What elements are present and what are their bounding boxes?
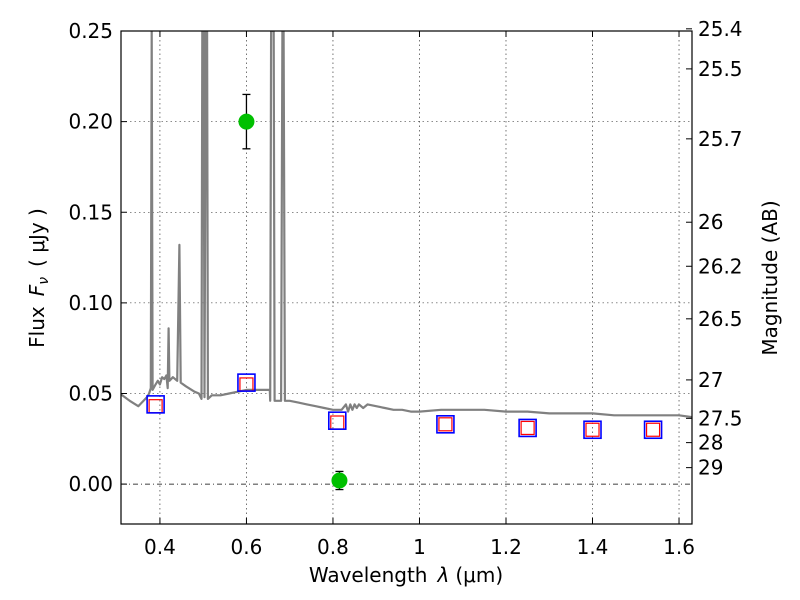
y-axis-label: Flux Fν ( μJy ) xyxy=(25,208,52,348)
model-photometry-marker xyxy=(438,417,453,432)
y2-tick-label: 25.5 xyxy=(698,57,743,81)
observed-box-marker xyxy=(436,415,455,434)
y-tick-label: 0.20 xyxy=(68,110,113,134)
x-axis-label: Wavelength λ (μm) xyxy=(309,563,503,587)
x-axis-label-symbol: λ xyxy=(437,563,450,587)
y2-tick-label: 25.7 xyxy=(698,127,743,151)
y-axis-label-subscript: ν xyxy=(36,277,52,285)
x-tick-label: 1.6 xyxy=(663,535,695,559)
model-photometry-marker xyxy=(520,420,535,436)
model-photometry-marker xyxy=(585,422,600,437)
x-axis-label-unit: (μm) xyxy=(455,563,503,587)
plot-frame xyxy=(120,30,693,525)
x-tick-label: 1 xyxy=(413,535,426,559)
x-tick-label: 0.8 xyxy=(317,535,349,559)
y2-tick-label: 26.5 xyxy=(698,307,743,331)
y-axis-label-group: Flux Fν ( μJy ) xyxy=(25,208,52,348)
y2-axis-label: Magnitude (AB) xyxy=(758,200,782,355)
y2-tick-label: 26.2 xyxy=(698,254,743,278)
y-tick-label: 0.10 xyxy=(68,291,113,315)
observed-flux-point xyxy=(238,113,255,130)
y-tick-label: 0.05 xyxy=(68,382,113,406)
x-tick-label: 1.2 xyxy=(490,535,522,559)
y2-tick-label: 25.4 xyxy=(698,17,743,41)
sed-model-line xyxy=(121,31,692,419)
y2-tick-label: 26 xyxy=(698,210,723,234)
axes-layer: 0.4 0.6 0.8 1 1.2 1.4 1.6 0.00 0.05 0.10 0.15 0.20 0… xyxy=(68,17,742,559)
y-axis-label-text: Flux xyxy=(25,306,49,348)
series-layer xyxy=(121,31,692,491)
y2-axis-label-group: Magnitude (AB) xyxy=(758,200,782,355)
model-photometry-marker xyxy=(148,399,163,414)
x-tick-label: 0.4 xyxy=(144,535,176,559)
y2-tick-label: 29 xyxy=(698,456,723,480)
y2-tick-label: 27.5 xyxy=(698,406,743,430)
y-axis-label-unit: ( μJy ) xyxy=(25,208,49,267)
y-tick-label: 0.00 xyxy=(68,472,113,496)
x-axis-label-text: Wavelength xyxy=(309,563,428,587)
observed-flux-point xyxy=(331,472,348,489)
y2-tick-label: 28 xyxy=(698,431,723,455)
observed-box-marker xyxy=(583,420,602,440)
observed-box-marker xyxy=(327,411,347,430)
observed-box-marker xyxy=(643,420,663,440)
x-tick-label: 1.4 xyxy=(577,535,609,559)
x-tick-label: 0.6 xyxy=(231,535,263,559)
observed-box-marker xyxy=(518,418,537,438)
y2-tick-label: 27 xyxy=(698,368,723,392)
y-tick-label: 0.25 xyxy=(68,19,113,43)
y-tick-label: 0.15 xyxy=(68,200,113,224)
y-axis-label-symbol: F xyxy=(25,284,49,296)
observed-box-marker xyxy=(237,373,256,392)
model-photometry-marker xyxy=(645,422,661,437)
observed-box-marker xyxy=(146,395,165,414)
